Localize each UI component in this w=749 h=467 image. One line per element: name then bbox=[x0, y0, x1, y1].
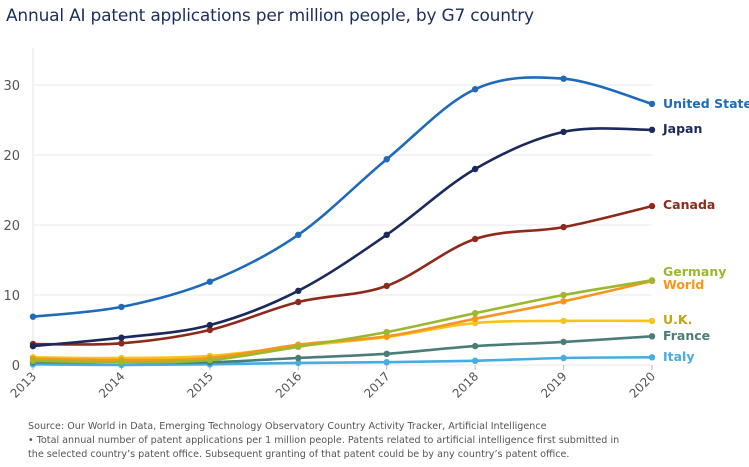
data-point-france bbox=[384, 351, 390, 357]
data-point-germany bbox=[118, 359, 124, 365]
data-point-canada bbox=[118, 340, 124, 346]
x-tick-label: 2015 bbox=[184, 369, 215, 400]
data-point-united-states bbox=[384, 156, 390, 162]
definition-note-line2: the selected country’s patent office. Su… bbox=[28, 448, 569, 462]
data-point-japan bbox=[472, 166, 478, 172]
data-point-japan bbox=[384, 232, 390, 238]
data-point-japan bbox=[295, 288, 301, 294]
data-point-united-states bbox=[118, 304, 124, 310]
data-point-germany bbox=[207, 357, 213, 363]
series-label-italy: Italy bbox=[663, 349, 695, 364]
data-point-france bbox=[649, 333, 655, 339]
y-tick-label: 20 bbox=[3, 149, 20, 164]
data-point-japan bbox=[118, 335, 124, 341]
data-point-germany bbox=[560, 292, 566, 298]
series-label-japan: Japan bbox=[662, 121, 702, 136]
data-point-u-k bbox=[649, 318, 655, 324]
data-point-canada bbox=[472, 236, 478, 242]
data-point-u-k bbox=[560, 318, 566, 324]
series-label-france: France bbox=[663, 328, 710, 343]
series-label-united-states: United States bbox=[663, 96, 749, 111]
series-line-canada bbox=[33, 206, 652, 344]
data-point-germany bbox=[295, 344, 301, 350]
x-tick-label: 2020 bbox=[627, 369, 658, 400]
x-tick-label: 2014 bbox=[96, 369, 127, 400]
data-point-united-states bbox=[30, 314, 36, 320]
data-point-italy bbox=[472, 358, 478, 364]
data-point-germany bbox=[649, 277, 655, 283]
series-label-world: World bbox=[663, 277, 704, 292]
data-point-germany bbox=[30, 358, 36, 364]
y-tick-label: 10 bbox=[3, 289, 20, 304]
series-label-u-k: U.K. bbox=[663, 312, 692, 327]
series-label-germany: Germany bbox=[663, 264, 726, 279]
data-point-united-states bbox=[472, 86, 478, 92]
data-point-japan bbox=[560, 129, 566, 135]
y-tick-label: 30 bbox=[3, 79, 20, 94]
data-point-italy bbox=[384, 359, 390, 365]
line-chart: 0102020302013201420152016201720182019202… bbox=[0, 0, 749, 420]
data-point-germany bbox=[384, 329, 390, 335]
x-tick-label: 2019 bbox=[538, 369, 569, 400]
data-point-united-states bbox=[295, 232, 301, 238]
data-point-world bbox=[472, 316, 478, 322]
series-line-japan bbox=[33, 128, 652, 346]
x-tick-label: 2017 bbox=[361, 369, 392, 400]
data-point-japan bbox=[207, 322, 213, 328]
data-point-france bbox=[472, 343, 478, 349]
data-point-france bbox=[295, 355, 301, 361]
source-note: Source: Our World in Data, Emerging Tech… bbox=[28, 420, 547, 434]
data-point-canada bbox=[649, 203, 655, 209]
data-point-france bbox=[560, 339, 566, 345]
series-label-canada: Canada bbox=[663, 197, 715, 212]
data-point-united-states bbox=[649, 101, 655, 107]
data-point-united-states bbox=[560, 76, 566, 82]
data-point-canada bbox=[384, 283, 390, 289]
data-point-japan bbox=[30, 343, 36, 349]
series-line-united-states bbox=[33, 77, 652, 316]
data-point-germany bbox=[472, 310, 478, 316]
y-tick-label: 0 bbox=[12, 359, 20, 374]
data-point-canada bbox=[295, 299, 301, 305]
y-tick-label: 20 bbox=[3, 219, 20, 234]
data-point-japan bbox=[649, 127, 655, 133]
data-point-united-states bbox=[207, 279, 213, 285]
data-point-canada bbox=[560, 224, 566, 230]
data-point-italy bbox=[560, 355, 566, 361]
data-point-italy bbox=[649, 354, 655, 360]
data-point-world bbox=[560, 298, 566, 304]
x-tick-label: 2016 bbox=[273, 369, 304, 400]
x-tick-label: 2018 bbox=[450, 369, 481, 400]
definition-note-line1: • Total annual number of patent applicat… bbox=[28, 434, 619, 448]
